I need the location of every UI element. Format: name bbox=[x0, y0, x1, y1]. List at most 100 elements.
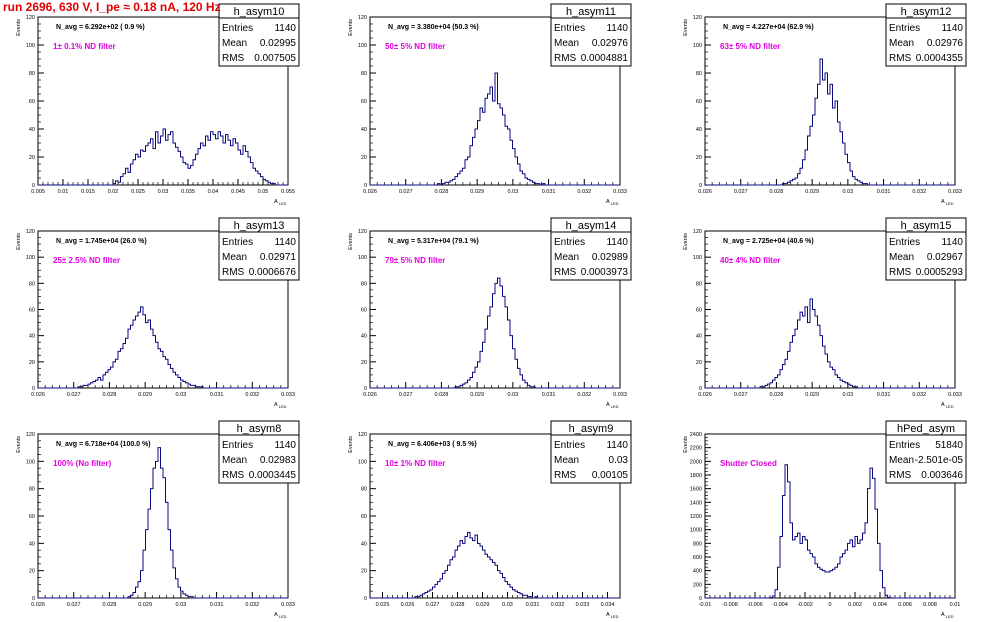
x-tick-label: 0.029 bbox=[805, 189, 819, 195]
stats-box bbox=[550, 217, 632, 281]
x-tick-label: 0.01 bbox=[58, 189, 69, 195]
x-tick-label: 0.031 bbox=[210, 392, 224, 398]
stats-value: 0.02976 bbox=[927, 38, 964, 49]
x-tick-label: 0.028 bbox=[770, 189, 784, 195]
x-tick-label: 0 bbox=[828, 602, 831, 608]
y-tick-label: 120 bbox=[358, 15, 367, 21]
stats-value: 1140 bbox=[941, 237, 963, 248]
x-tick-label: 0.01 bbox=[950, 602, 961, 608]
x-tick-label: 0.027 bbox=[734, 189, 748, 195]
x-tick-label: 0.03 bbox=[842, 392, 853, 398]
filter-annotation: 100% (No filter) bbox=[53, 459, 112, 468]
x-tick-label: 0.029 bbox=[138, 602, 152, 608]
y-tick-label: 100 bbox=[26, 255, 35, 261]
stats-value: 1140 bbox=[274, 440, 296, 451]
stats-label: Entries bbox=[554, 440, 585, 451]
x-tick-label: 0.031 bbox=[210, 602, 224, 608]
x-tick-label: 0.026 bbox=[363, 189, 377, 195]
stats-label: Mean bbox=[222, 252, 247, 263]
y-tick-label: 1800 bbox=[690, 473, 702, 479]
histogram-series bbox=[38, 306, 288, 389]
y-tick-label: 100 bbox=[26, 43, 35, 49]
y-tick-label: 20 bbox=[29, 360, 35, 366]
y-tick-label: 120 bbox=[26, 15, 35, 21]
x-tick-label: 0.03 bbox=[842, 189, 853, 195]
y-tick-label: 40 bbox=[696, 334, 702, 340]
x-tick-label: 0.027 bbox=[426, 602, 440, 608]
x-tick-label: -0.008 bbox=[722, 602, 738, 608]
x-tick-label: 0.033 bbox=[613, 189, 627, 195]
x-tick-label: 0.02 bbox=[108, 189, 119, 195]
histogram-series bbox=[38, 128, 288, 186]
x-tick-label: -0.006 bbox=[747, 602, 763, 608]
x-tick-label: 0.025 bbox=[131, 189, 145, 195]
y-tick-label: 60 bbox=[29, 514, 35, 520]
x-tick-label: 0.004 bbox=[873, 602, 887, 608]
stats-box bbox=[885, 217, 967, 281]
stats-label: RMS bbox=[554, 53, 577, 64]
y-tick-label: 40 bbox=[29, 334, 35, 340]
y-axis-title: Events bbox=[348, 19, 354, 36]
x-tick-label: -0.01 bbox=[699, 602, 712, 608]
n-avg-annotation: N_avg = 6.292e+02 ( 0.9 %) bbox=[56, 24, 145, 31]
y-tick-label: 20 bbox=[696, 360, 702, 366]
x-tick-label: 0.028 bbox=[451, 602, 465, 608]
x-tick-label: -0.002 bbox=[797, 602, 813, 608]
x-tick-label: 0.03 bbox=[507, 392, 518, 398]
histogram-series bbox=[370, 531, 620, 599]
stats-value: 0.0006676 bbox=[249, 267, 297, 278]
stats-label: RMS bbox=[222, 53, 245, 64]
stats-label: RMS bbox=[889, 470, 912, 481]
y-tick-label: 40 bbox=[361, 334, 367, 340]
y-axis-title: Events bbox=[348, 233, 354, 250]
x-tick-label: 0.033 bbox=[948, 392, 962, 398]
y-tick-label: 60 bbox=[696, 99, 702, 105]
x-axis-title: A LED bbox=[941, 612, 954, 619]
stats-label: Mean bbox=[889, 455, 914, 466]
stats-box bbox=[885, 3, 967, 67]
stats-label: Mean bbox=[889, 38, 914, 49]
histogram-series bbox=[38, 447, 288, 599]
stats-label: Mean bbox=[222, 38, 247, 49]
x-tick-label: 0.026 bbox=[31, 392, 45, 398]
stats-label: Entries bbox=[889, 237, 920, 248]
stats-value: 0.0003973 bbox=[581, 267, 629, 278]
stats-label: RMS bbox=[222, 267, 245, 278]
x-tick-label: 0.027 bbox=[399, 392, 413, 398]
stats-label: Mean bbox=[222, 455, 247, 466]
x-tick-label: 0.055 bbox=[281, 189, 295, 195]
filter-annotation: 79± 5% ND filter bbox=[385, 256, 445, 265]
y-tick-label: 80 bbox=[361, 71, 367, 77]
n-avg-annotation: N_avg = 3.380e+04 (50.3 %) bbox=[388, 24, 479, 31]
x-tick-label: 0.033 bbox=[948, 189, 962, 195]
stats-value: 0.0004881 bbox=[581, 53, 629, 64]
y-tick-label: 600 bbox=[693, 555, 702, 561]
stats-label: Entries bbox=[889, 23, 920, 34]
stats-value: 0.0003445 bbox=[249, 470, 297, 481]
x-tick-label: 0.031 bbox=[542, 392, 556, 398]
y-tick-label: 120 bbox=[26, 432, 35, 438]
stats-label: Mean bbox=[554, 252, 579, 263]
x-tick-label: 0.032 bbox=[912, 392, 926, 398]
y-tick-label: 0 bbox=[32, 183, 35, 189]
x-axis-title: A LED bbox=[274, 199, 287, 206]
x-tick-label: 0.015 bbox=[81, 189, 95, 195]
x-tick-label: 0.04 bbox=[208, 189, 219, 195]
y-axis-title: Events bbox=[16, 436, 22, 453]
y-tick-label: 60 bbox=[361, 514, 367, 520]
y-tick-label: 20 bbox=[696, 155, 702, 161]
x-tick-label: 0.027 bbox=[67, 602, 81, 608]
y-tick-label: 1400 bbox=[690, 500, 702, 506]
histogram-name: h_asym13 bbox=[234, 220, 285, 232]
histogram-name: hPed_asym bbox=[897, 423, 955, 435]
stats-value: 0.00105 bbox=[592, 470, 629, 481]
stats-value: 1140 bbox=[606, 440, 628, 451]
stats-value: 1140 bbox=[606, 23, 628, 34]
n-avg-annotation: N_avg = 4.227e+04 (62.9 %) bbox=[723, 24, 814, 31]
y-axis-title: Events bbox=[683, 19, 689, 36]
x-tick-label: 0.026 bbox=[363, 392, 377, 398]
stats-value: 0.03 bbox=[609, 455, 629, 466]
histogram-name: h_asym14 bbox=[566, 220, 617, 232]
x-axis-title: A LED bbox=[606, 612, 619, 619]
y-tick-label: 2200 bbox=[690, 446, 702, 452]
